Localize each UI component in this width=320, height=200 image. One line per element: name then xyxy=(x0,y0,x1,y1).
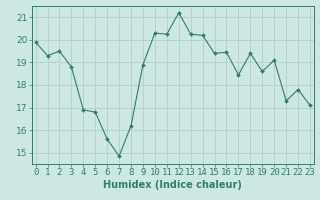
X-axis label: Humidex (Indice chaleur): Humidex (Indice chaleur) xyxy=(103,180,242,190)
